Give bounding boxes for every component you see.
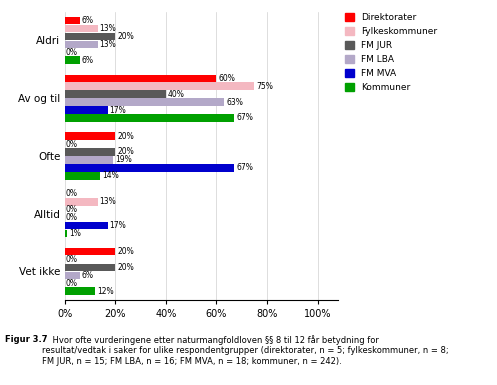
Bar xyxy=(65,271,80,279)
Text: 20%: 20% xyxy=(117,147,134,156)
Bar xyxy=(65,198,97,206)
Bar xyxy=(65,17,80,25)
Bar xyxy=(65,132,115,140)
Bar xyxy=(65,90,166,98)
Text: 20%: 20% xyxy=(117,247,134,256)
Bar xyxy=(65,148,115,156)
Text: 0%: 0% xyxy=(66,213,78,222)
Text: 0%: 0% xyxy=(66,205,78,214)
Text: 14%: 14% xyxy=(102,171,119,180)
Text: 17%: 17% xyxy=(110,105,126,115)
Text: 0%: 0% xyxy=(66,189,78,198)
Text: 13%: 13% xyxy=(99,40,116,49)
Text: 1%: 1% xyxy=(69,229,81,238)
Bar xyxy=(65,25,97,32)
Bar xyxy=(65,98,224,106)
Text: 0%: 0% xyxy=(66,255,78,264)
Text: 17%: 17% xyxy=(110,221,126,230)
Bar xyxy=(65,172,100,179)
Bar xyxy=(65,248,115,256)
Bar xyxy=(65,40,97,48)
Text: 63%: 63% xyxy=(226,98,243,107)
Bar xyxy=(65,114,234,122)
Text: 20%: 20% xyxy=(117,32,134,41)
Text: 13%: 13% xyxy=(99,197,116,206)
Text: 20%: 20% xyxy=(117,263,134,272)
Text: Figur 3.7: Figur 3.7 xyxy=(5,335,48,344)
Text: 0%: 0% xyxy=(66,48,78,57)
Bar xyxy=(65,222,108,229)
Text: 6%: 6% xyxy=(82,16,94,25)
Text: 0%: 0% xyxy=(66,279,78,288)
Bar xyxy=(65,56,80,64)
Text: 20%: 20% xyxy=(117,132,134,141)
Bar xyxy=(65,287,95,295)
Text: 12%: 12% xyxy=(97,287,114,296)
Text: 13%: 13% xyxy=(99,24,116,33)
Legend: Direktorater, Fylkeskommuner, FM JUR, FM LBA, FM MVA, Kommuner: Direktorater, Fylkeskommuner, FM JUR, FM… xyxy=(343,12,439,94)
Bar xyxy=(65,264,115,271)
Text: 6%: 6% xyxy=(82,271,94,280)
Text: 6%: 6% xyxy=(82,56,94,65)
Bar xyxy=(65,229,67,237)
Text: 19%: 19% xyxy=(115,156,132,164)
Bar xyxy=(65,156,113,164)
Text: Hvor ofte vurderingene etter naturmangfoldloven §§ 8 til 12 får betydning for
re: Hvor ofte vurderingene etter naturmangfo… xyxy=(42,335,449,366)
Text: 75%: 75% xyxy=(256,82,273,91)
Text: 67%: 67% xyxy=(236,163,253,172)
Text: 60%: 60% xyxy=(219,74,236,83)
Bar xyxy=(65,106,108,114)
Bar xyxy=(65,82,254,90)
Bar xyxy=(65,33,115,40)
Text: 0%: 0% xyxy=(66,139,78,149)
Text: 67%: 67% xyxy=(236,114,253,122)
Bar xyxy=(65,164,234,172)
Text: 40%: 40% xyxy=(168,90,185,99)
Bar xyxy=(65,75,217,82)
